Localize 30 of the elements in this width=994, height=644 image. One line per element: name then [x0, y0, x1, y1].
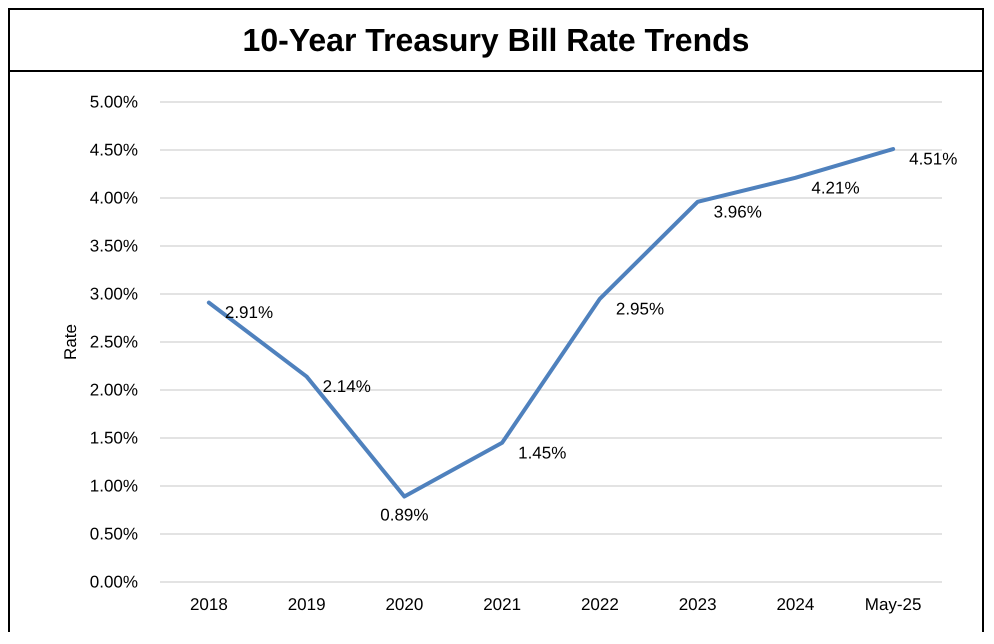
y-tick-label: 0.00%: [90, 572, 138, 592]
data-label: 3.96%: [714, 202, 762, 222]
x-tick-label: 2021: [483, 595, 522, 614]
y-tick-label: 2.50%: [90, 332, 138, 352]
data-label: 0.89%: [380, 506, 428, 525]
x-tick-label: 2020: [385, 595, 424, 614]
chart-title: 10-Year Treasury Bill Rate Trends: [8, 8, 984, 72]
y-tick-label: 5.00%: [90, 92, 138, 112]
y-tick-label: 2.00%: [90, 380, 138, 400]
x-tick-label: 2018: [190, 595, 228, 614]
data-label: 4.51%: [909, 150, 958, 169]
data-label: 2.95%: [616, 299, 664, 318]
x-tick-label: 2023: [678, 595, 717, 614]
x-tick-label: 2022: [580, 595, 619, 614]
y-tick-label: 4.00%: [90, 188, 138, 208]
x-tick-label: 2019: [288, 595, 326, 614]
y-tick-label: 0.50%: [90, 524, 138, 544]
y-tick-label: 4.50%: [90, 140, 138, 160]
line-series: [206, 147, 896, 499]
data-label: 4.21%: [811, 178, 860, 198]
y-tick-label: 1.50%: [90, 428, 138, 448]
y-tick-label: 3.50%: [90, 236, 138, 256]
data-label: 2.14%: [322, 377, 371, 396]
data-label: 2.91%: [224, 303, 274, 322]
y-tick-label: 1.00%: [90, 476, 138, 496]
x-tick-label: May-25: [864, 595, 922, 614]
data-label: 1.45%: [518, 443, 566, 462]
y-axis-title: Rate: [60, 324, 80, 360]
x-tick-label: 2024: [776, 595, 814, 614]
y-tick-label: 3.00%: [90, 284, 138, 304]
